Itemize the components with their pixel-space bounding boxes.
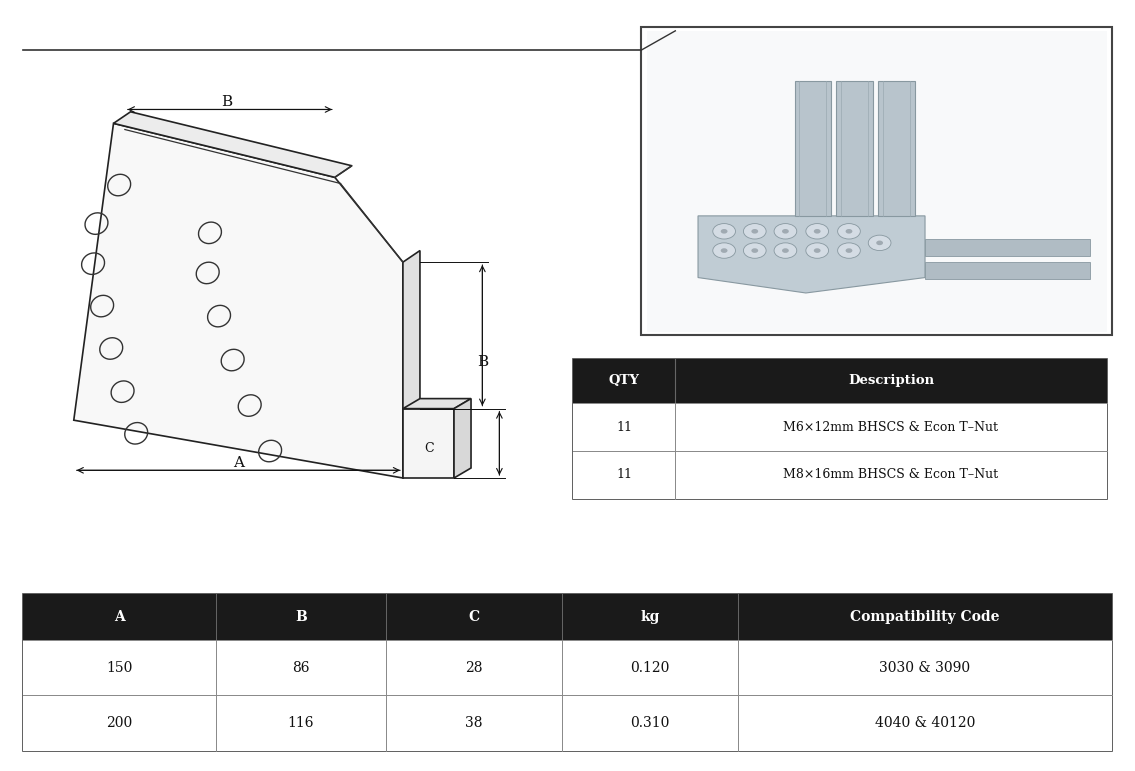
Text: Description: Description	[848, 375, 934, 387]
Circle shape	[814, 248, 821, 253]
Text: 28: 28	[465, 661, 482, 675]
Polygon shape	[403, 409, 454, 478]
FancyBboxPatch shape	[23, 640, 216, 695]
Text: 38: 38	[465, 716, 482, 730]
Text: 116: 116	[287, 716, 314, 730]
FancyBboxPatch shape	[836, 81, 873, 216]
Text: M6×12mm BHSCS & Econ T–Nut: M6×12mm BHSCS & Econ T–Nut	[783, 421, 999, 433]
FancyBboxPatch shape	[573, 359, 1107, 403]
Circle shape	[774, 224, 797, 239]
Circle shape	[838, 243, 860, 258]
Text: A: A	[233, 456, 244, 470]
Circle shape	[743, 243, 766, 258]
FancyBboxPatch shape	[386, 640, 562, 695]
Polygon shape	[454, 399, 471, 478]
FancyBboxPatch shape	[386, 695, 562, 751]
Circle shape	[751, 229, 758, 234]
Circle shape	[838, 224, 860, 239]
Text: 4040 & 40120: 4040 & 40120	[875, 716, 975, 730]
FancyBboxPatch shape	[216, 640, 386, 695]
Text: 150: 150	[106, 661, 133, 675]
FancyBboxPatch shape	[738, 594, 1112, 640]
FancyBboxPatch shape	[573, 451, 1107, 499]
Circle shape	[876, 241, 883, 245]
Text: B: B	[477, 355, 488, 369]
FancyBboxPatch shape	[23, 594, 216, 640]
FancyBboxPatch shape	[925, 239, 1090, 256]
FancyBboxPatch shape	[573, 403, 1107, 451]
Text: A: A	[114, 610, 125, 624]
Text: 0.310: 0.310	[630, 716, 670, 730]
Text: 11: 11	[616, 469, 632, 481]
FancyBboxPatch shape	[738, 695, 1112, 751]
Text: 11: 11	[616, 421, 632, 433]
FancyBboxPatch shape	[878, 81, 915, 216]
Text: QTY: QTY	[608, 375, 640, 387]
Circle shape	[806, 243, 829, 258]
Circle shape	[774, 243, 797, 258]
Text: C: C	[424, 443, 434, 455]
Circle shape	[782, 229, 789, 234]
Circle shape	[782, 248, 789, 253]
FancyBboxPatch shape	[216, 594, 386, 640]
Circle shape	[846, 248, 852, 253]
FancyBboxPatch shape	[925, 262, 1090, 279]
Polygon shape	[403, 251, 420, 478]
Polygon shape	[403, 399, 471, 409]
Text: B: B	[295, 610, 306, 624]
FancyBboxPatch shape	[23, 695, 216, 751]
Text: 200: 200	[106, 716, 133, 730]
Circle shape	[846, 229, 852, 234]
Circle shape	[806, 224, 829, 239]
Text: 3030 & 3090: 3030 & 3090	[880, 661, 970, 675]
FancyBboxPatch shape	[794, 81, 831, 216]
Polygon shape	[74, 123, 403, 478]
Text: kg: kg	[640, 610, 659, 624]
Polygon shape	[698, 216, 925, 293]
Circle shape	[814, 229, 821, 234]
FancyBboxPatch shape	[641, 27, 1112, 335]
FancyBboxPatch shape	[216, 695, 386, 751]
FancyBboxPatch shape	[562, 640, 738, 695]
Circle shape	[743, 224, 766, 239]
Circle shape	[751, 248, 758, 253]
FancyBboxPatch shape	[738, 640, 1112, 695]
Circle shape	[868, 235, 891, 251]
FancyBboxPatch shape	[647, 31, 1107, 332]
Circle shape	[713, 224, 735, 239]
Circle shape	[713, 243, 735, 258]
Text: B: B	[221, 95, 233, 109]
Text: M8×16mm BHSCS & Econ T–Nut: M8×16mm BHSCS & Econ T–Nut	[783, 469, 999, 481]
Circle shape	[721, 248, 728, 253]
Text: 0.120: 0.120	[630, 661, 670, 675]
Polygon shape	[114, 112, 352, 177]
Text: Compatibility Code: Compatibility Code	[850, 610, 1000, 624]
FancyBboxPatch shape	[562, 594, 738, 640]
FancyBboxPatch shape	[386, 594, 562, 640]
Circle shape	[721, 229, 728, 234]
FancyBboxPatch shape	[562, 695, 738, 751]
Text: 86: 86	[292, 661, 310, 675]
Text: C: C	[469, 610, 479, 624]
